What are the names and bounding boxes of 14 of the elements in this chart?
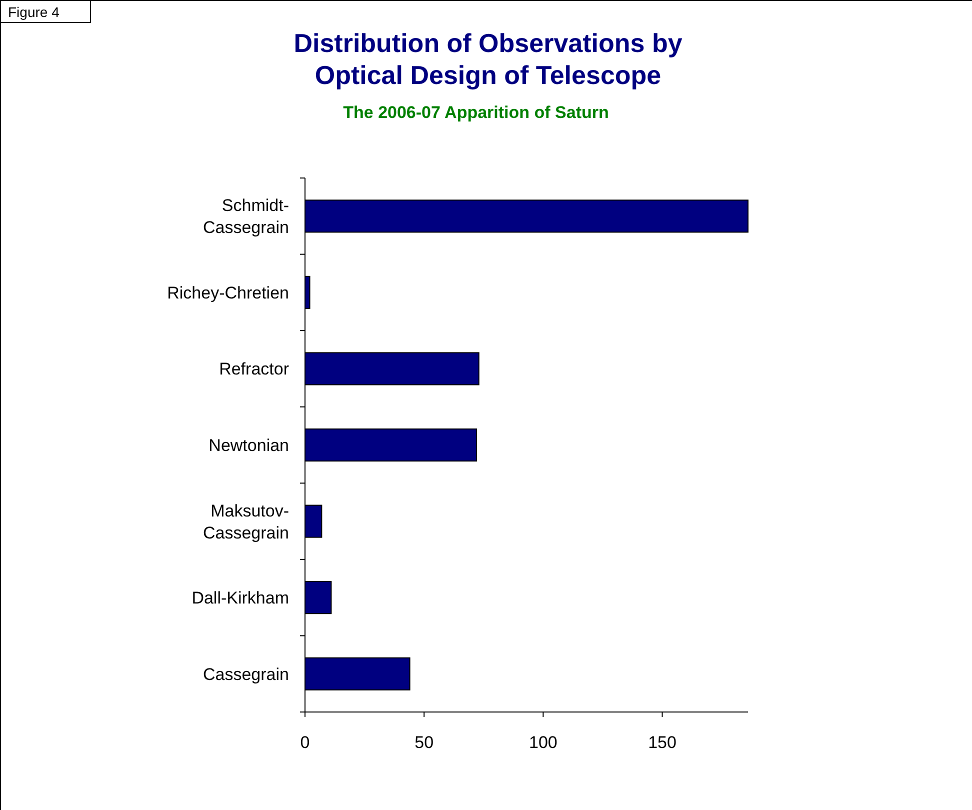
y-tick-label: Richey-Chretien — [167, 283, 289, 302]
x-tick-label: 100 — [528, 733, 558, 752]
y-tick-label: Maksutov-Cassegrain — [203, 501, 289, 542]
y-tick-label: Dall-Kirkham — [192, 588, 289, 608]
y-tick-label: Refractor — [219, 360, 290, 379]
y-tick-label: Schmidt-Cassegrain — [203, 196, 289, 238]
y-tick-label: Cassegrain — [203, 664, 289, 684]
y-tick-label: Newtonian — [208, 436, 289, 455]
x-tick-label: 0 — [300, 733, 310, 752]
caption: Figure 4 — [8, 4, 60, 20]
chart-title: Distribution of Observations by Optical Design of Telescope — [294, 28, 683, 90]
x-tick-label: 50 — [414, 733, 434, 752]
chart-subtitle: The 2006-07 Apparition of Saturn — [343, 103, 609, 122]
x-tick-label: 150 — [648, 733, 676, 752]
